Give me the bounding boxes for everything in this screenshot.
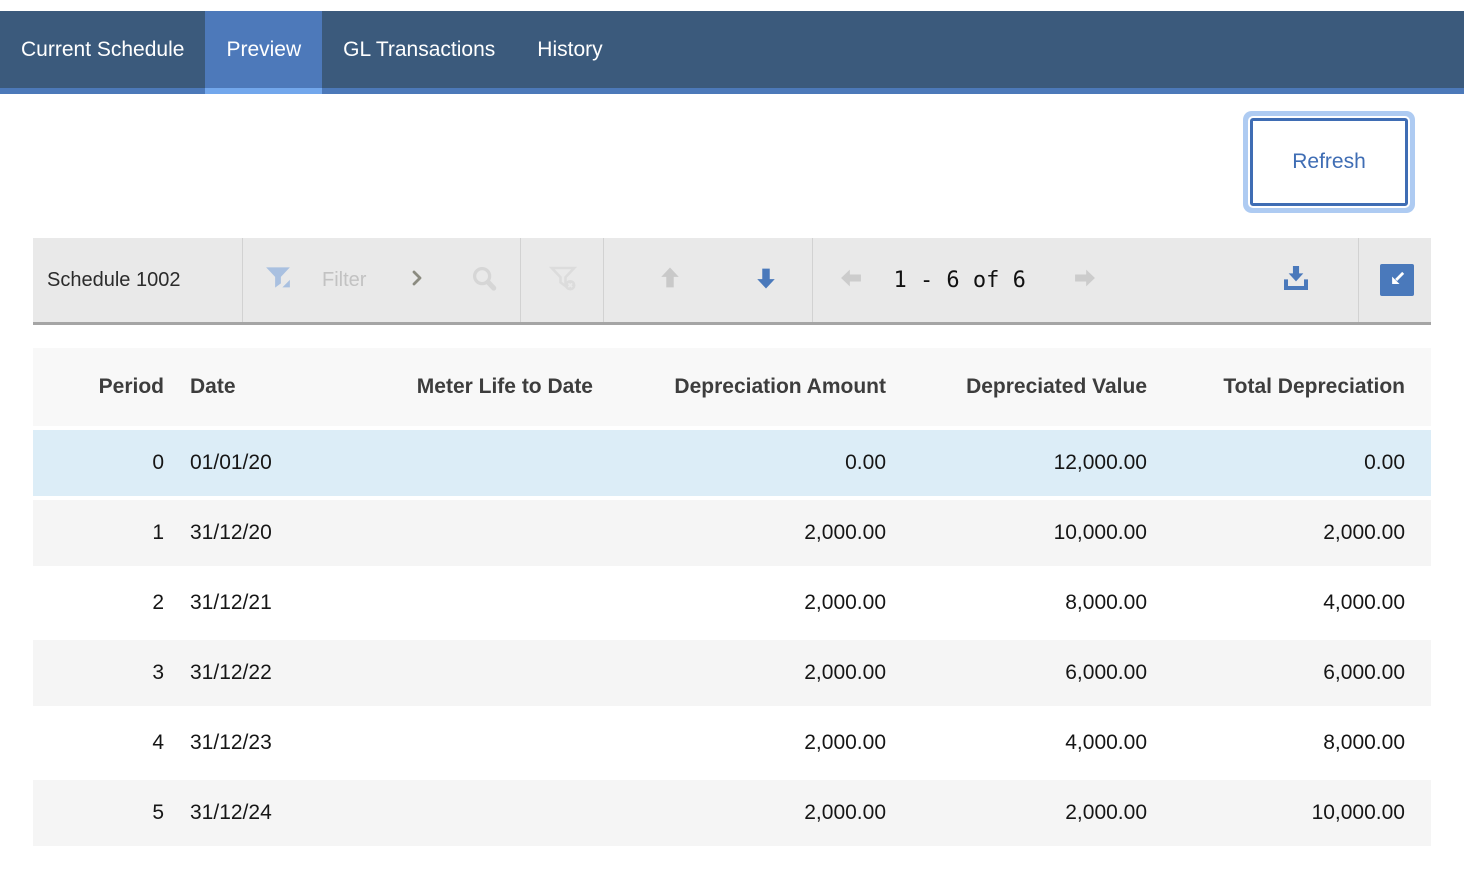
cell-depreciation-amount: 2,000.00 [804,731,886,754]
table-row[interactable]: 2 31/12/21 2,000.00 8,000.00 4,000.00 [33,570,1431,636]
column-header-date[interactable]: Date [190,375,236,398]
cell-meter-life [350,570,600,636]
filter-button[interactable] [263,263,293,298]
cell-period: 1 [152,521,164,544]
table-header-row: Period Date Meter Life to Date Depreciat… [33,348,1431,426]
column-header-meter-life[interactable]: Meter Life to Date [416,375,593,398]
pagination-label: 1 - 6 of 6 [893,267,1026,293]
cell-depreciation-amount: 2,000.00 [804,591,886,614]
table-row[interactable]: 5 31/12/24 2,000.00 2,000.00 10,000.00 [33,780,1431,846]
minimize-table-button[interactable] [1380,264,1414,296]
expand-filter-button[interactable] [405,266,429,295]
cell-meter-life [350,640,600,706]
cell-depreciation-amount: 2,000.00 [804,661,886,684]
cell-period: 5 [152,801,164,824]
nav-tab[interactable]: Preview [205,11,323,94]
cell-meter-life [350,500,600,566]
cell-period: 2 [152,591,164,614]
cell-meter-life [350,430,600,496]
column-header-depreciated-value[interactable]: Depreciated Value [966,375,1147,398]
cell-total-depreciation: 0.00 [1364,451,1405,474]
column-header-period[interactable]: Period [98,375,164,398]
depreciation-table: Period Date Meter Life to Date Depreciat… [33,348,1431,846]
cell-date: 31/12/23 [190,731,272,754]
table-row[interactable]: 4 31/12/23 2,000.00 4,000.00 8,000.00 [33,710,1431,776]
toolbar-divider [520,238,522,322]
nav-tab-label: Current Schedule [21,37,185,61]
cell-total-depreciation: 10,000.00 [1311,801,1405,824]
nav-tab[interactable]: Current Schedule [0,11,205,88]
move-down-icon [752,264,780,297]
nav-tab-label: GL Transactions [343,37,496,61]
move-up-button[interactable] [656,264,684,297]
chevron-right-icon [405,266,429,295]
nav-tab[interactable]: History [516,11,623,88]
table-row[interactable]: 3 31/12/22 2,000.00 6,000.00 6,000.00 [33,640,1431,706]
cell-total-depreciation: 2,000.00 [1323,521,1405,544]
tab-bar: Current Schedule Preview GL Transactions… [0,11,1464,94]
cell-depreciated-value: 6,000.00 [1065,661,1147,684]
download-icon [1280,262,1312,299]
clear-filter-button[interactable] [548,263,578,298]
search-icon [469,263,499,298]
cell-date: 31/12/24 [190,801,272,824]
cell-total-depreciation: 8,000.00 [1323,731,1405,754]
tab-bar-underline [0,88,1464,94]
refresh-row: Refresh [0,94,1464,238]
prev-page-icon [837,264,865,297]
table-body: 0 01/01/20 0.00 12,000.00 0.00 1 31/12/2… [33,430,1431,846]
table-row[interactable]: 1 31/12/20 2,000.00 10,000.00 2,000.00 [33,500,1431,566]
cell-total-depreciation: 4,000.00 [1323,591,1405,614]
column-header-total-depreciation[interactable]: Total Depreciation [1223,375,1405,398]
move-down-button[interactable] [752,264,780,297]
cell-depreciated-value: 10,000.00 [1053,521,1147,544]
nav-tab-label: Preview [226,37,302,61]
cell-depreciated-value: 2,000.00 [1065,801,1147,824]
toolbar-divider [812,238,814,322]
toolbar-divider [1358,238,1359,322]
clear-filter-icon [548,263,578,298]
cell-period: 0 [152,451,164,474]
column-header-depreciation-amount[interactable]: Depreciation Amount [674,375,886,398]
filter-icon [263,263,293,298]
nav-tab[interactable]: GL Transactions [322,11,516,88]
cell-date: 31/12/20 [190,521,272,544]
cell-depreciation-amount: 2,000.00 [804,521,886,544]
toolbar-divider [603,238,605,322]
download-button[interactable] [1280,262,1312,299]
cell-total-depreciation: 6,000.00 [1323,661,1405,684]
cell-meter-life [350,780,600,846]
refresh-button[interactable]: Refresh [1250,118,1408,206]
cell-depreciation-amount: 2,000.00 [804,801,886,824]
next-page-icon [1071,264,1099,297]
cell-period: 3 [152,661,164,684]
cell-period: 4 [152,731,164,754]
cell-depreciated-value: 4,000.00 [1065,731,1147,754]
schedule-title: Schedule 1002 [47,268,181,291]
cell-date: 31/12/22 [190,661,272,684]
cell-meter-life [350,710,600,776]
filter-label: Filter [322,268,367,291]
nav-tab-label: History [537,37,603,61]
table-toolbar: Schedule 1002 Filter [33,238,1431,325]
previous-page-button[interactable] [837,264,865,297]
cell-depreciated-value: 8,000.00 [1065,591,1147,614]
toolbar-divider [242,238,243,322]
next-page-button[interactable] [1071,264,1099,297]
minimize-icon [1384,265,1410,296]
move-up-icon [656,264,684,297]
cell-date: 31/12/21 [190,591,272,614]
cell-date: 01/01/20 [190,451,272,474]
cell-depreciated-value: 12,000.00 [1053,451,1147,474]
search-button[interactable] [469,263,499,298]
table-row[interactable]: 0 01/01/20 0.00 12,000.00 0.00 [33,430,1431,496]
cell-depreciation-amount: 0.00 [845,451,886,474]
